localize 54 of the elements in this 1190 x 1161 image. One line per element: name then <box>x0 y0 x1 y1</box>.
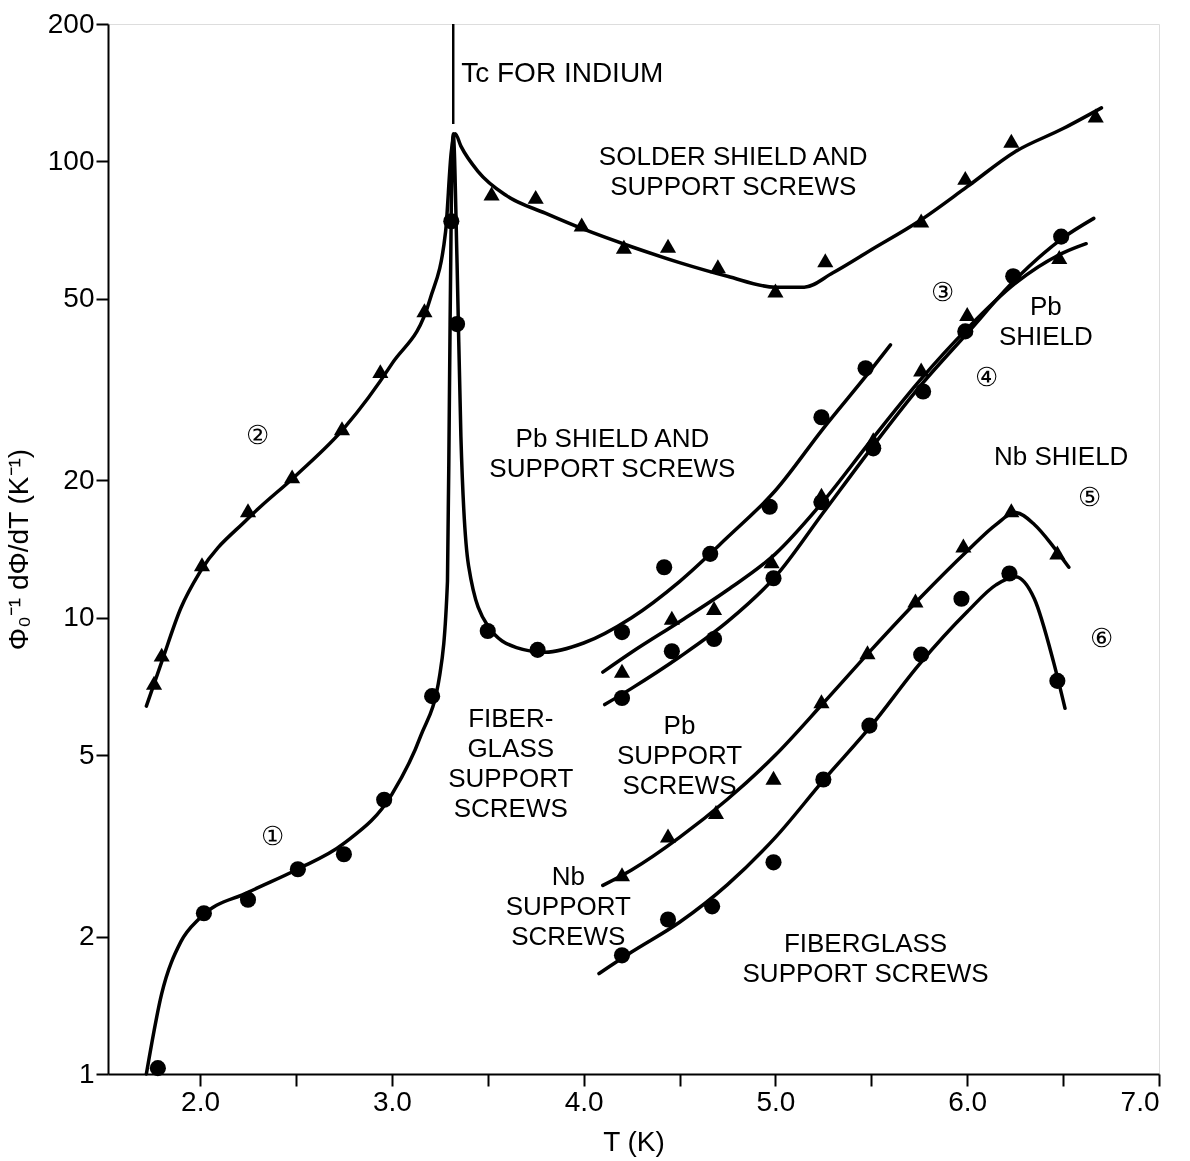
y-tick-label: 200 <box>47 7 95 39</box>
point <box>613 663 631 678</box>
annotation: ③ <box>930 276 954 307</box>
annotation: ④ <box>974 362 998 393</box>
point <box>663 610 680 625</box>
point <box>149 1060 166 1077</box>
annotation: FIBER- GLASS SUPPORT SCREWS <box>448 702 574 823</box>
x-tick-label: 6.0 <box>948 1085 988 1117</box>
point <box>957 170 974 185</box>
y-tick-label: 2 <box>78 920 95 952</box>
x-axis-title: T (K) <box>603 1125 665 1157</box>
x-tick-label: 2.0 <box>181 1085 221 1117</box>
point <box>959 306 976 321</box>
annotation: Pb SHIELD <box>998 290 1093 351</box>
point <box>663 643 680 660</box>
x-tick-label: 7.0 <box>1120 1085 1160 1117</box>
annotation: Nb SUPPORT SCREWS <box>505 861 632 952</box>
point <box>335 846 352 863</box>
x-tick-label: 3.0 <box>372 1085 412 1117</box>
ref-line-label: Tc FOR INDIUM <box>461 57 664 88</box>
annotation: Pb SUPPORT SCREWS <box>616 709 743 800</box>
annotation: FIBERGLASS SUPPORT SCREWS <box>742 927 989 988</box>
y-tick-label: 100 <box>47 144 95 176</box>
y-axis-title: Φ₀⁻¹ dΦ/dT (K⁻¹) <box>2 448 34 651</box>
y-tick-label: 5 <box>78 738 95 770</box>
point <box>527 189 544 204</box>
point <box>817 253 834 268</box>
annotation: Pb SHIELD AND SUPPORT SCREWS <box>489 423 736 484</box>
point <box>765 770 782 785</box>
y-tick-label: 10 <box>63 601 95 633</box>
annotation: ⑤ <box>1078 481 1102 512</box>
x-tick-label: 5.0 <box>756 1085 796 1117</box>
point <box>659 238 677 253</box>
y-tick-label: 20 <box>63 463 95 495</box>
point <box>1003 133 1020 148</box>
annotation: ⑥ <box>1089 622 1113 653</box>
point <box>483 186 500 201</box>
y-tick-label: 1 <box>78 1057 95 1089</box>
point <box>813 409 830 426</box>
point <box>813 494 830 511</box>
x-tick-label: 4.0 <box>564 1085 604 1117</box>
annotation: ① <box>261 820 285 851</box>
annotation: SOLDER SHIELD AND SUPPORT SCREWS <box>598 141 868 202</box>
point <box>767 283 784 298</box>
point <box>953 590 970 607</box>
y-tick-label: 50 <box>63 282 95 314</box>
point <box>659 911 677 928</box>
point <box>656 559 673 576</box>
point <box>765 854 782 871</box>
annotation: ② <box>246 420 270 451</box>
point <box>705 601 723 615</box>
point <box>613 624 631 641</box>
point <box>659 828 677 843</box>
annotation: Nb SHIELD <box>993 440 1129 471</box>
